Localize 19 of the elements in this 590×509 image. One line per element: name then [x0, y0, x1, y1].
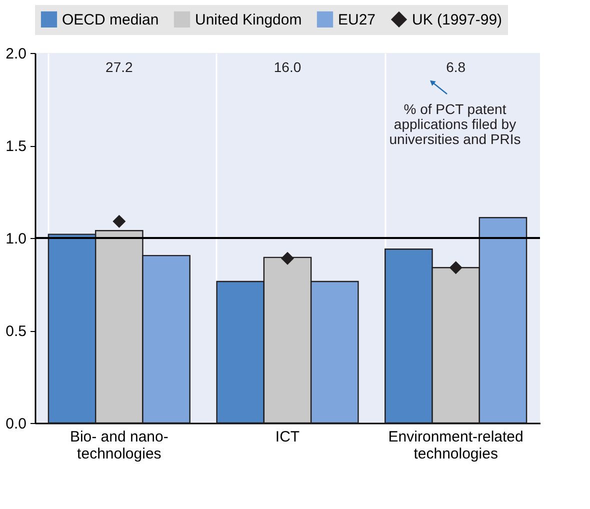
annotation: % of PCT patent applications filed by universities and PRIs — [389, 101, 521, 147]
annotation: 16.0 — [274, 59, 302, 75]
annotation: 6.8 — [446, 59, 466, 75]
x-tick-label: Environment-related technologies — [388, 428, 524, 462]
annotation: 27.2 — [106, 59, 134, 75]
x-tick-label: ICT — [275, 428, 300, 446]
x-tick-label: Bio- and nano- technologies — [70, 428, 168, 462]
point — [280, 252, 294, 265]
y-tick-label: 2.0 — [6, 46, 26, 62]
point — [112, 214, 126, 228]
legend-label: OECD median — [62, 11, 159, 28]
y-tick-label: 1.0 — [6, 230, 26, 248]
y-tick-label: 0.5 — [6, 323, 26, 340]
legend-label: EU27 — [338, 11, 376, 28]
y-tick-label: 0.0 — [6, 416, 26, 432]
legend-label: United Kingdom — [195, 11, 302, 28]
legend-label: UK (1997-99) — [412, 11, 502, 28]
y-tick-label: 1.5 — [6, 138, 26, 155]
point — [449, 261, 462, 274]
